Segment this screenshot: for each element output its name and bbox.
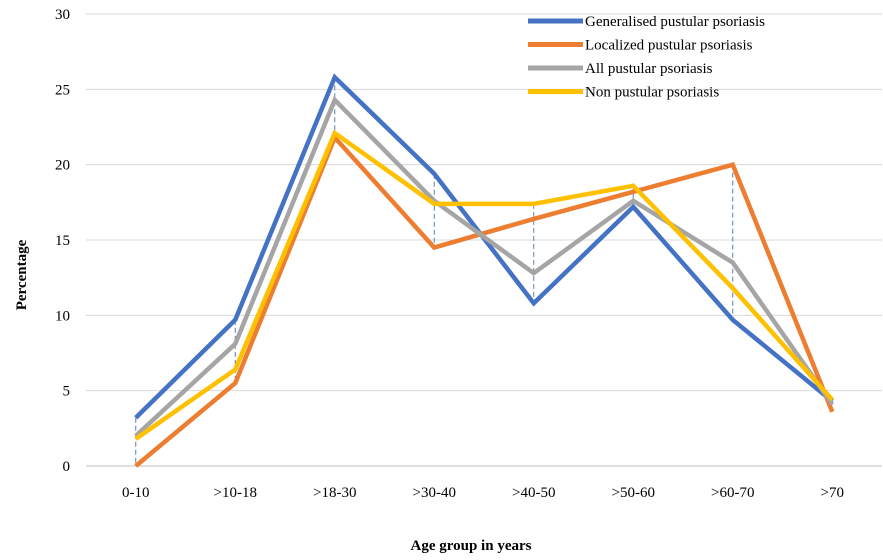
x-tick-label: >18-30	[313, 485, 356, 501]
legend-label: Non pustular psoriasis	[585, 85, 719, 101]
series-line-2	[134, 133, 835, 468]
y-tick-label: 15	[55, 233, 70, 249]
x-tick-label: >10-18	[214, 485, 257, 501]
x-tick-label: >30-40	[413, 485, 456, 501]
legend-label: Generalised pustular psoriasis	[585, 14, 765, 30]
x-tick-label: >50-60	[612, 485, 655, 501]
y-tick-label: 5	[63, 384, 71, 400]
y-tick-label: 25	[55, 82, 70, 98]
series-line-3	[134, 95, 835, 438]
x-tick-label: 0-10	[122, 485, 150, 501]
legend-label: All pustular psoriasis	[585, 61, 713, 77]
legend: Generalised pustular psoriasis Localized …	[528, 14, 765, 101]
drop-lines	[135, 77, 833, 466]
y-tick-label: 30	[55, 7, 70, 23]
legend-label: Localized pustular psoriasis	[585, 38, 753, 54]
x-tick-label: >40-50	[512, 485, 555, 501]
y-axis-title: Percentage	[14, 239, 30, 310]
x-axis-ticks: 0-10 >10-18 >18-30 >30-40 >40-50 >50-60 >60-70…	[122, 485, 844, 501]
gridlines	[86, 13, 882, 467]
x-tick-label: >60-70	[711, 485, 754, 501]
x-axis-title: Age group in years	[411, 538, 532, 554]
series-lines	[134, 73, 835, 468]
y-tick-label: 20	[55, 158, 70, 174]
y-tick-label: 10	[55, 308, 70, 324]
y-tick-label: 0	[63, 459, 71, 475]
y-axis-ticks: 0 5 10 15 20 25 30	[55, 7, 70, 475]
x-tick-label: >70	[821, 485, 844, 501]
series-line-4	[134, 129, 834, 441]
